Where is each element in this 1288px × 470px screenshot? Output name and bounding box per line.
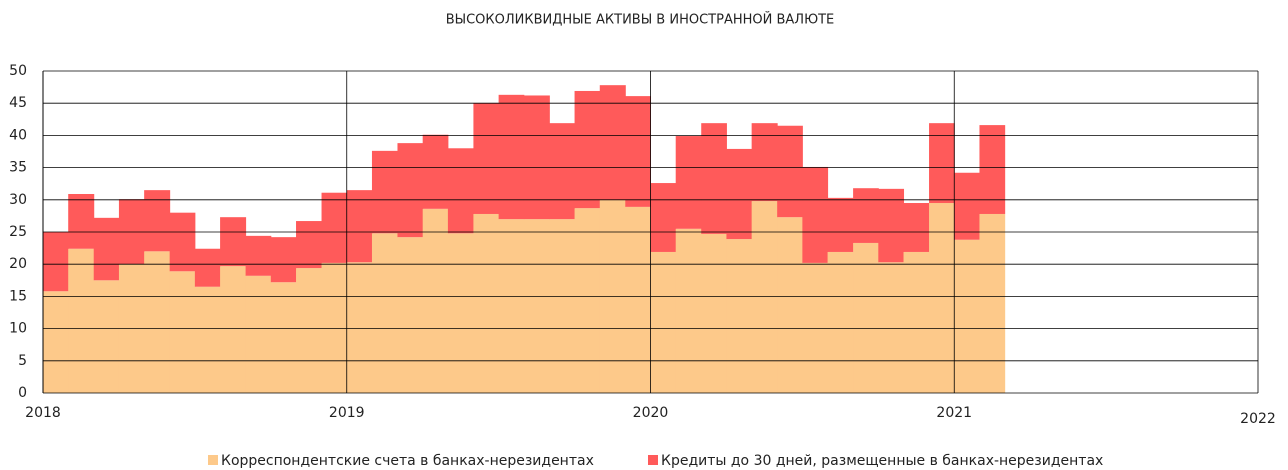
- area-segment: [321, 262, 348, 393]
- area-segment: [270, 237, 297, 283]
- area-segment: [599, 85, 626, 200]
- area-segment: [549, 219, 576, 393]
- legend-label: Корреспондентские счета в банках-нерезид…: [221, 453, 594, 469]
- area-segment: [726, 239, 753, 393]
- y-tick-label: 20: [9, 256, 27, 272]
- area-segment: [878, 262, 905, 393]
- chart-title: ВЫСОКОЛИКВИДНЫЕ АКТИВЫ В ИНОСТРАННОЙ ВАЛ…: [446, 12, 835, 28]
- legend-swatch: [208, 455, 218, 465]
- y-tick-label: 40: [9, 127, 27, 143]
- area-segment: [903, 251, 930, 393]
- area-segment: [751, 201, 778, 393]
- x-tick-label: 2020: [633, 405, 669, 421]
- area-segment: [473, 103, 500, 214]
- area-segment: [93, 217, 120, 281]
- area-segment: [625, 206, 651, 393]
- legend-swatch: [648, 455, 658, 465]
- area-segment: [447, 148, 474, 234]
- y-tick-label: 30: [9, 192, 27, 208]
- area-segment: [777, 217, 803, 393]
- area-segment: [422, 134, 449, 209]
- area-segment: [296, 221, 323, 269]
- area-segment: [68, 194, 95, 249]
- area-segment: [726, 148, 753, 240]
- area-segment: [929, 203, 955, 393]
- area-segment: [777, 125, 803, 218]
- area-segment: [422, 208, 449, 393]
- area-segment: [346, 190, 373, 263]
- area-segment: [574, 208, 601, 393]
- y-tick-label: 10: [9, 321, 27, 337]
- area-segment: [194, 286, 221, 393]
- area-segment: [650, 183, 677, 252]
- x-tick-label: 2018: [25, 405, 61, 421]
- area-segment: [954, 172, 980, 240]
- x-tick-label: 2021: [936, 405, 972, 421]
- area-segment: [549, 123, 576, 220]
- area-segment: [473, 213, 500, 393]
- area-segment: [43, 232, 69, 292]
- area-segment: [220, 266, 247, 393]
- area-segment: [574, 90, 601, 209]
- area-segment: [144, 190, 171, 252]
- area-segment: [625, 96, 651, 207]
- area-segment: [296, 268, 323, 393]
- area-segment: [701, 123, 727, 234]
- area-segment: [802, 262, 829, 393]
- area-segment: [903, 203, 930, 252]
- area-segment: [523, 219, 550, 393]
- area-segment: [675, 228, 702, 393]
- area-segment: [68, 248, 95, 393]
- area-segment: [979, 125, 1006, 214]
- area-segment: [371, 150, 398, 234]
- area-segment: [954, 239, 980, 393]
- area-segment: [675, 136, 702, 229]
- area-segment: [523, 95, 550, 220]
- area-segment: [827, 251, 854, 393]
- area-segment: [144, 251, 171, 393]
- y-tick-label: 35: [9, 160, 27, 176]
- area-segment: [245, 235, 272, 276]
- legend-label: Кредиты до 30 дней, размещенные в банках…: [661, 453, 1103, 469]
- area-segment: [169, 212, 196, 272]
- y-tick-label: 25: [9, 224, 27, 240]
- y-tick-label: 45: [9, 95, 27, 111]
- area-segment: [701, 233, 727, 393]
- x-tick-label: 2022: [1240, 411, 1276, 427]
- area-segment: [346, 262, 373, 393]
- area-segment: [93, 280, 120, 393]
- area-segment: [321, 192, 348, 263]
- y-tick-label: 5: [18, 353, 27, 369]
- area-segment: [979, 213, 1006, 393]
- area-segment: [650, 251, 677, 393]
- area-segment: [245, 275, 272, 393]
- area-segment: [853, 188, 879, 243]
- area-segment: [397, 237, 424, 393]
- area-segment: [397, 143, 424, 238]
- area-segment: [220, 217, 247, 267]
- y-tick-label: 0: [18, 385, 27, 401]
- x-tick-label: 2019: [329, 405, 365, 421]
- area-segment: [169, 271, 196, 393]
- area-segment: [802, 166, 829, 263]
- area-segment: [827, 197, 854, 252]
- area-segment: [371, 233, 398, 393]
- area-segment: [929, 123, 955, 204]
- y-tick-label: 15: [9, 288, 27, 304]
- area-segment: [498, 94, 525, 220]
- area-segment: [878, 188, 905, 263]
- area-segment: [43, 291, 69, 393]
- area-segment: [853, 242, 879, 393]
- area-segment: [270, 282, 297, 393]
- area-segment: [751, 123, 778, 202]
- area-segment: [447, 233, 474, 393]
- y-tick-label: 50: [9, 63, 27, 79]
- area-segment: [498, 219, 525, 393]
- area-segment: [194, 248, 221, 287]
